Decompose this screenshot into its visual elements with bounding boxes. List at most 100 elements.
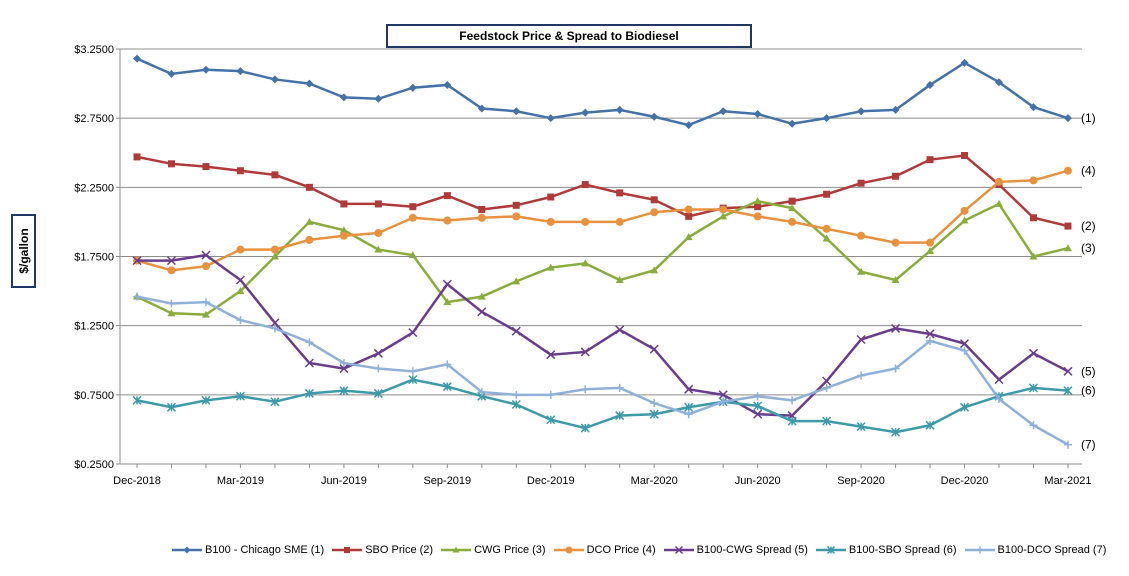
- legend-label: CWG Price (3): [474, 544, 546, 556]
- data-point: [823, 377, 831, 385]
- series-2: [134, 152, 1072, 230]
- data-point: [650, 399, 658, 407]
- data-point: [167, 70, 175, 78]
- y-axis-label-box: $/gallon: [11, 214, 36, 288]
- data-point: [581, 385, 589, 393]
- data-point: [375, 200, 382, 207]
- data-point: [167, 300, 175, 308]
- data-point: [1064, 223, 1071, 230]
- data-point: [305, 236, 313, 244]
- data-point: [857, 107, 865, 115]
- data-point: [202, 66, 210, 74]
- data-point: [650, 208, 658, 216]
- data-point: [1064, 114, 1072, 122]
- data-point: [616, 106, 624, 114]
- series-end-label: (6): [1081, 384, 1096, 398]
- data-point: [409, 214, 417, 222]
- data-point: [754, 392, 762, 400]
- x-tick-label: Jun-2020: [735, 475, 781, 487]
- data-point: [374, 95, 382, 103]
- legend-item: B100-SBO Spread (6): [816, 544, 957, 556]
- chart-title: Feedstock Price & Spread to Biodiesel: [386, 24, 752, 48]
- data-point: [513, 202, 520, 209]
- chart-legend: B100 - Chicago SME (1) SBO Price (2) CWG P…: [172, 543, 1106, 557]
- legend-swatch: [816, 544, 846, 556]
- data-point: [858, 180, 865, 187]
- legend-item: B100-DCO Spread (7): [965, 544, 1107, 556]
- x-tick-label: Dec-2020: [941, 475, 989, 487]
- data-point: [167, 266, 175, 274]
- legend-swatch: [172, 544, 202, 556]
- x-tick-label: Sep-2019: [423, 475, 471, 487]
- data-point: [547, 114, 555, 122]
- legend-item: B100-CWG Spread (5): [664, 544, 808, 556]
- data-point: [478, 308, 486, 316]
- series-end-label: (1): [1081, 111, 1096, 125]
- data-point: [582, 181, 589, 188]
- legend-marker: [565, 547, 572, 554]
- x-tick-label: Mar-2019: [217, 475, 264, 487]
- legend-item: B100 - Chicago SME (1): [172, 544, 324, 556]
- x-tick-label: Sep-2020: [837, 475, 885, 487]
- data-point: [306, 184, 313, 191]
- data-point: [581, 218, 589, 226]
- data-point: [685, 213, 692, 220]
- series-end-label: (4): [1081, 164, 1096, 178]
- data-point: [478, 206, 485, 213]
- legend-label: SBO Price (2): [365, 544, 433, 556]
- legend-label: B100-DCO Spread (7): [998, 544, 1107, 556]
- data-point: [892, 239, 900, 247]
- y-tick-label: $0.7500: [74, 390, 114, 402]
- data-point: [512, 212, 520, 220]
- x-tick-label: Mar-2020: [631, 475, 678, 487]
- data-point: [133, 55, 141, 63]
- data-point: [616, 189, 623, 196]
- data-point: [927, 156, 934, 163]
- x-tick-label: Dec-2018: [113, 475, 161, 487]
- series-end-label: (7): [1081, 438, 1096, 452]
- data-point: [685, 205, 693, 213]
- legend-swatch: [441, 544, 471, 556]
- data-point: [789, 198, 796, 205]
- series-end-label: (2): [1081, 219, 1096, 233]
- data-point: [202, 262, 210, 270]
- data-point: [340, 93, 348, 101]
- data-point: [1064, 167, 1072, 175]
- legend-swatch: [554, 544, 584, 556]
- data-point: [236, 246, 244, 254]
- legend-item: DCO Price (4): [554, 544, 656, 556]
- legend-marker: [976, 547, 983, 554]
- data-point: [237, 167, 244, 174]
- legend-label: B100-SBO Spread (6): [849, 544, 957, 556]
- data-point: [685, 410, 693, 418]
- data-point: [271, 246, 279, 254]
- data-point: [374, 365, 382, 373]
- data-point: [857, 232, 865, 240]
- data-point: [616, 326, 624, 334]
- data-point: [754, 212, 762, 220]
- y-tick-label: $3.2500: [74, 44, 114, 56]
- data-point: [788, 218, 796, 226]
- data-point: [409, 84, 417, 92]
- data-point: [409, 329, 417, 337]
- data-point: [202, 163, 209, 170]
- data-point: [512, 391, 520, 399]
- data-point: [271, 171, 278, 178]
- legend-label: B100 - Chicago SME (1): [205, 544, 324, 556]
- data-point: [685, 121, 693, 129]
- data-point: [995, 376, 1003, 384]
- data-point: [1029, 176, 1037, 184]
- series-3: [133, 197, 1072, 317]
- data-point: [271, 75, 279, 83]
- data-point: [1064, 367, 1072, 375]
- data-point: [995, 200, 1003, 207]
- data-point: [616, 218, 624, 226]
- data-point: [788, 120, 796, 128]
- data-point: [995, 178, 1003, 186]
- x-tick-label: Jun-2019: [321, 475, 367, 487]
- data-point: [823, 225, 831, 233]
- data-point: [512, 107, 520, 115]
- y-tick-label: $2.7500: [74, 113, 114, 125]
- data-point: [444, 192, 451, 199]
